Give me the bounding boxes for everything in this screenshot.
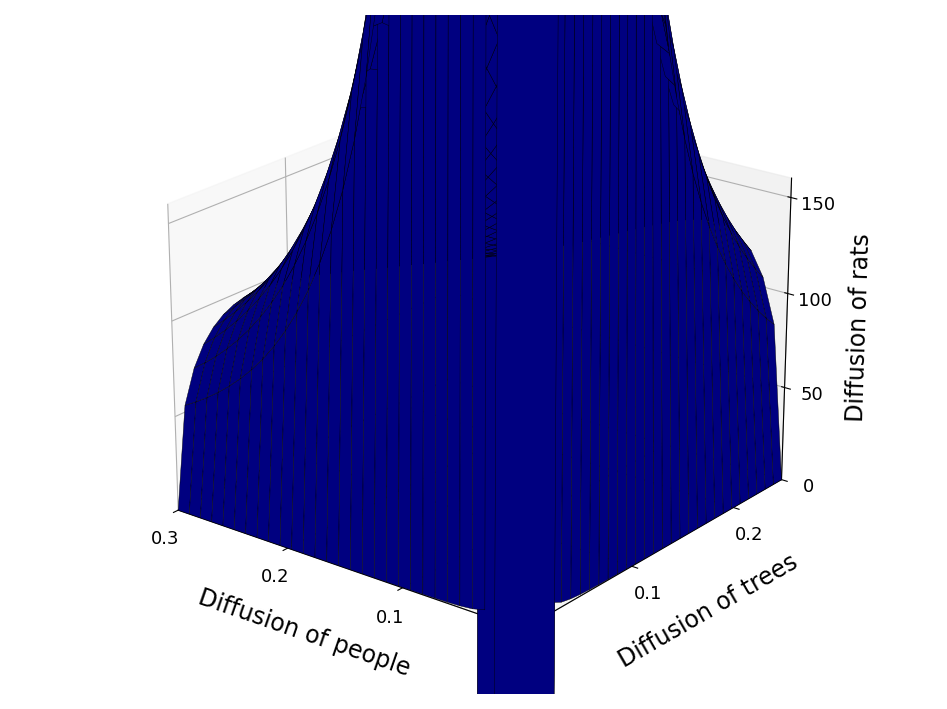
Y-axis label: Diffusion of trees: Diffusion of trees: [615, 549, 802, 672]
X-axis label: Diffusion of people: Diffusion of people: [195, 585, 413, 681]
